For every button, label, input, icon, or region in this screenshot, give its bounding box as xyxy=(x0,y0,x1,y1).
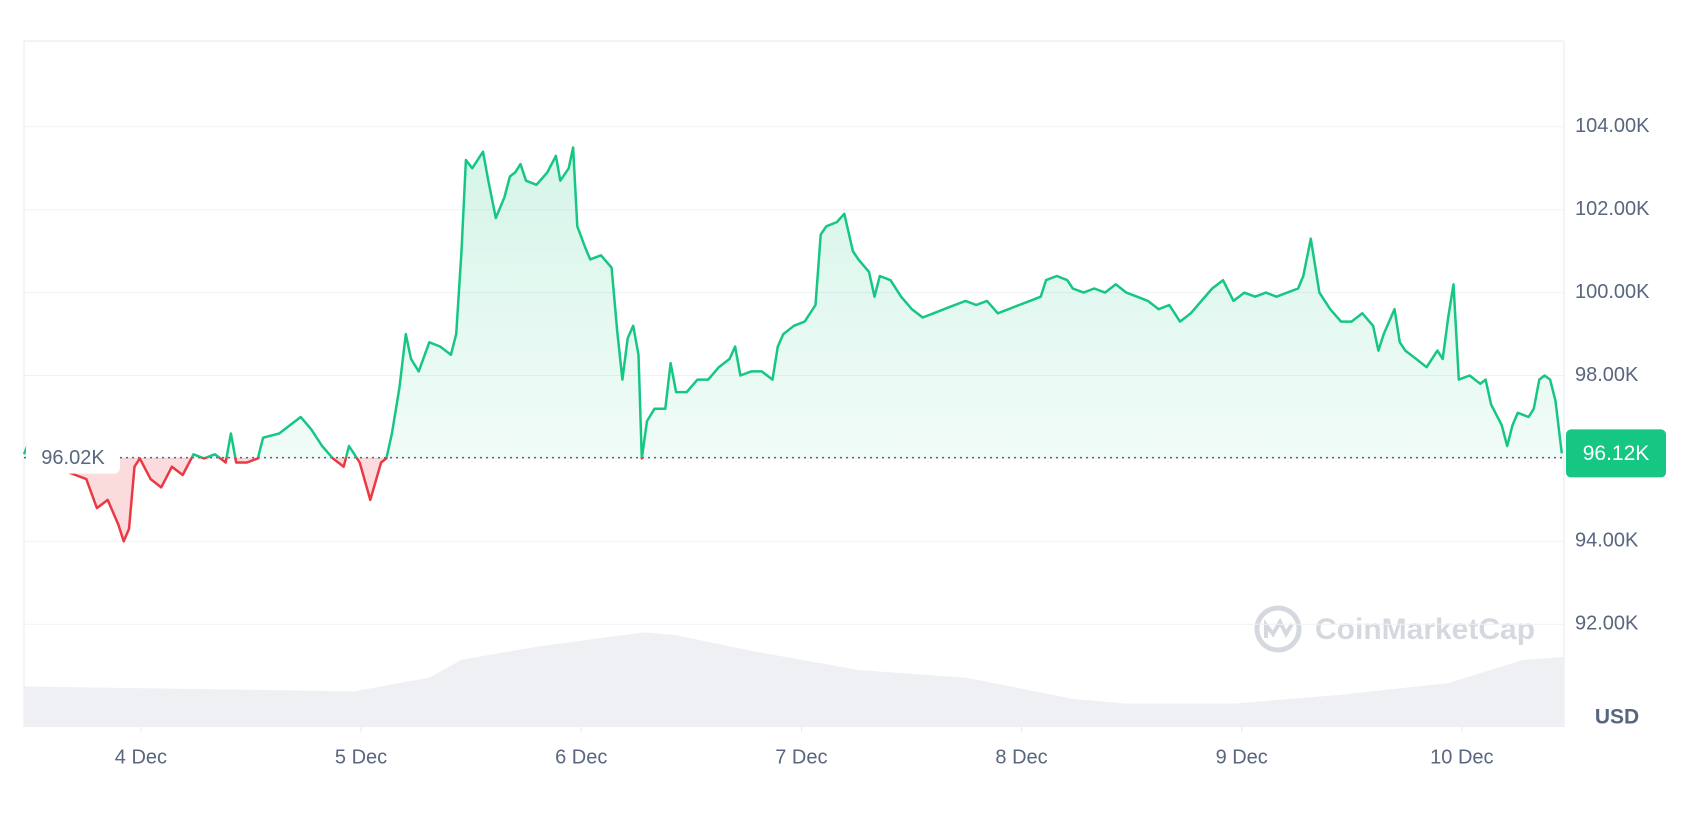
current-price-badge xyxy=(1566,429,1666,478)
price-area xyxy=(24,147,1562,542)
x-tick-label: 7 Dec xyxy=(775,746,827,768)
reference-label-bg xyxy=(26,441,120,474)
x-tick-label: 6 Dec xyxy=(555,746,607,768)
watermark: CoinMarketCap xyxy=(1254,605,1535,653)
y-tick-label: 104.00K xyxy=(1575,115,1650,137)
y-tick-label: 102.00K xyxy=(1575,198,1650,220)
watermark-text: CoinMarketCap xyxy=(1315,613,1535,646)
x-tick-label: 8 Dec xyxy=(995,746,1047,768)
price-line xyxy=(22,146,1564,543)
y-tick-label: 100.00K xyxy=(1575,281,1650,303)
x-tick-label: 10 Dec xyxy=(1430,746,1493,768)
currency-label: USD xyxy=(1595,706,1639,729)
x-tick-label: 9 Dec xyxy=(1216,746,1268,768)
reference-label: 96.02K xyxy=(41,447,105,469)
y-tick-label: 92.00K xyxy=(1575,612,1639,634)
y-tick-label: 98.00K xyxy=(1575,364,1639,386)
current-price-label: 96.12K xyxy=(1583,442,1650,465)
volume-area xyxy=(24,632,1564,727)
x-tick-label: 5 Dec xyxy=(335,746,387,768)
y-tick-label: 94.00K xyxy=(1575,530,1639,552)
x-tick-label: 4 Dec xyxy=(115,746,167,768)
